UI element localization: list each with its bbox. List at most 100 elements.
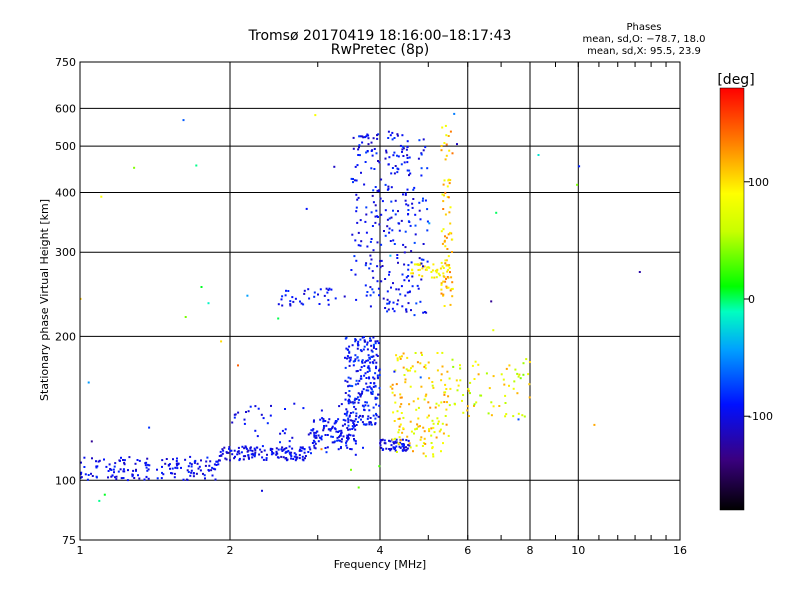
data-point [120, 456, 122, 459]
data-point [303, 451, 306, 454]
data-point [393, 442, 395, 445]
data-point [133, 166, 136, 169]
data-point [446, 185, 449, 188]
data-point [145, 475, 148, 478]
data-point [349, 428, 351, 431]
data-point [397, 155, 400, 158]
data-point [508, 364, 511, 367]
data-points [79, 112, 641, 502]
data-point [394, 213, 397, 216]
data-point [186, 478, 189, 481]
data-point [417, 406, 420, 409]
data-point [87, 381, 90, 384]
data-point [233, 449, 236, 452]
data-point [428, 430, 431, 433]
data-point [223, 446, 226, 449]
data-point [358, 399, 361, 401]
data-point [357, 401, 360, 404]
data-point [427, 401, 430, 404]
data-point [366, 401, 368, 404]
data-point [205, 460, 208, 463]
data-point [351, 385, 354, 388]
data-point [442, 272, 445, 275]
data-point [454, 403, 456, 406]
data-point [376, 137, 379, 140]
data-point [355, 206, 358, 209]
data-point [422, 442, 425, 445]
data-point [365, 294, 368, 297]
data-point [380, 259, 383, 262]
data-point [161, 471, 163, 474]
data-point [459, 367, 462, 370]
phase-stats-title: Phases [626, 22, 661, 33]
data-point [180, 466, 182, 469]
data-point [446, 270, 449, 273]
data-point [440, 288, 443, 291]
data-point [307, 288, 310, 291]
data-point [444, 158, 447, 161]
data-point [396, 357, 399, 360]
data-point [231, 453, 234, 456]
data-point [445, 286, 448, 289]
data-point [365, 151, 368, 154]
data-point [289, 303, 292, 306]
data-point [421, 354, 423, 356]
data-point [271, 450, 273, 453]
data-point [415, 408, 418, 411]
data-point [261, 456, 264, 459]
data-point [388, 227, 391, 230]
data-point [425, 311, 428, 314]
data-point [371, 288, 374, 291]
data-point [385, 447, 388, 450]
data-point [348, 364, 351, 367]
data-point [276, 452, 279, 455]
data-point [236, 453, 239, 456]
data-point [374, 342, 377, 345]
data-point [356, 164, 359, 167]
data-point [372, 276, 375, 279]
data-point [375, 367, 377, 370]
data-point [182, 119, 185, 122]
data-point [440, 450, 442, 453]
data-point [424, 455, 427, 458]
data-point [369, 357, 371, 360]
data-point [135, 469, 137, 472]
data-point [342, 435, 345, 438]
data-point [407, 439, 410, 442]
data-point [352, 364, 355, 367]
data-point [339, 434, 342, 437]
axis-ticks: 1 2 4 6 8 10 16 75 100 200 300 400 500 600 750 [55, 56, 687, 557]
data-point [325, 287, 328, 290]
data-point [328, 418, 331, 421]
data-point [353, 438, 355, 440]
data-point [410, 272, 413, 275]
data-point [333, 165, 336, 168]
data-point [95, 460, 97, 463]
data-point [286, 458, 289, 461]
data-point [404, 192, 407, 195]
data-point [290, 457, 293, 460]
data-point [359, 135, 362, 138]
data-point [203, 474, 206, 477]
data-point [111, 474, 114, 477]
data-point [428, 377, 431, 380]
data-point [447, 255, 450, 258]
data-point [376, 374, 379, 377]
data-point [291, 436, 294, 439]
data-point [414, 370, 417, 373]
data-point [290, 451, 293, 454]
data-point [328, 428, 331, 431]
data-point [146, 463, 149, 466]
data-point [371, 270, 374, 273]
data-point [251, 452, 254, 455]
data-point [407, 204, 410, 207]
data-point [399, 405, 402, 408]
data-point [461, 399, 463, 402]
data-point [379, 440, 382, 443]
data-point [405, 203, 408, 206]
data-point [390, 286, 392, 289]
data-point [117, 470, 120, 473]
data-point [384, 183, 387, 186]
data-point [420, 153, 423, 156]
data-point [432, 453, 435, 456]
